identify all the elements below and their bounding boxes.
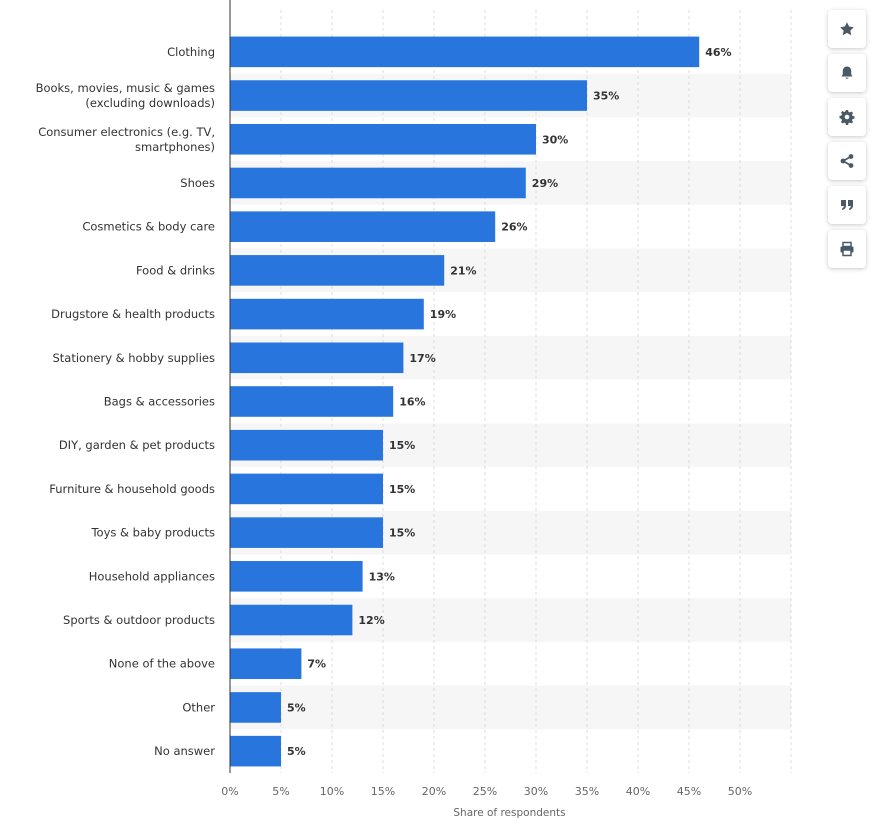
category-label: Clothing [167, 45, 215, 59]
x-tick-label: 10% [320, 785, 344, 798]
value-label: 12% [358, 614, 384, 627]
share-button[interactable] [828, 142, 866, 180]
value-label: 35% [593, 90, 619, 103]
category-label: None of the above [109, 657, 215, 671]
bar [230, 692, 281, 723]
value-label: 19% [430, 308, 456, 321]
settings-button[interactable] [828, 98, 866, 136]
category-label: Consumer electronics (e.g. TV, smartphone… [38, 125, 215, 154]
value-label: 7% [307, 658, 326, 671]
category-label: Furniture & household goods [49, 482, 215, 496]
x-tick-label: 30% [524, 785, 548, 798]
bar [230, 735, 281, 767]
bar [230, 648, 302, 680]
bar [230, 211, 496, 242]
value-label: 15% [389, 483, 415, 496]
category-label: Food & drinks [136, 263, 215, 277]
share-icon [840, 154, 854, 168]
category-label: No answer [154, 744, 215, 758]
category-label: Shoes [180, 176, 215, 190]
value-label: 17% [409, 352, 435, 365]
bar [230, 604, 353, 636]
bar [230, 36, 700, 68]
x-tick-label: 15% [371, 785, 395, 798]
x-tick-label: 5% [272, 785, 289, 798]
bar [230, 517, 383, 548]
bar [230, 255, 445, 286]
x-tick-label: 50% [728, 785, 752, 798]
x-tick-label: 40% [626, 785, 650, 798]
category-label: DIY, garden & pet products [59, 438, 215, 452]
bar [230, 80, 587, 111]
gear-icon [839, 110, 855, 125]
bar [230, 167, 526, 199]
bar [230, 386, 394, 417]
value-label: 29% [532, 177, 558, 190]
star-icon [840, 22, 854, 36]
category-label: Bags & accessories [104, 395, 215, 409]
x-tick-label: 20% [422, 785, 446, 798]
category-label: Stationery & hobby supplies [53, 351, 216, 365]
value-label: 15% [389, 527, 415, 540]
row-band [230, 685, 791, 730]
category-label: Drugstore & health products [51, 307, 215, 321]
value-label: 21% [450, 264, 476, 277]
print-icon [840, 241, 854, 257]
chart-svg: 46% Clothing 35% Books, movies, music & gam… [36, 0, 792, 819]
value-label: 26% [501, 221, 527, 234]
value-label: 30% [542, 133, 568, 146]
category-label: Cosmetics & body care [82, 220, 215, 234]
value-label: 5% [287, 701, 306, 714]
bar [230, 473, 383, 505]
x-tick-label: 0% [221, 785, 238, 798]
value-label: 46% [705, 46, 731, 59]
value-label: 13% [369, 570, 395, 583]
bar [230, 123, 536, 155]
bell-icon [841, 66, 853, 79]
bar [230, 342, 404, 374]
category-label: Books, movies, music & games (excluding d… [36, 81, 215, 110]
category-label: Sports & outdoor products [63, 613, 215, 627]
category-label: Toys & baby products [90, 526, 215, 540]
favorite-button[interactable] [828, 10, 866, 48]
category-label: Other [182, 700, 215, 714]
value-label: 16% [399, 396, 425, 409]
category-label: Household appliances [89, 569, 215, 583]
value-label: 5% [287, 745, 306, 758]
quote-icon [841, 200, 853, 210]
x-axis-title: Share of respondents [453, 807, 565, 819]
bar [230, 298, 424, 330]
value-label: 15% [389, 439, 415, 452]
x-tick-label: 35% [575, 785, 599, 798]
notification-button[interactable] [828, 54, 866, 92]
x-tick-label: 45% [677, 785, 701, 798]
x-tick-label: 25% [473, 785, 497, 798]
chart-toolbar [828, 10, 866, 274]
print-button[interactable] [828, 230, 866, 268]
bar [230, 561, 363, 592]
cite-button[interactable] [828, 186, 866, 224]
bar [230, 429, 383, 461]
